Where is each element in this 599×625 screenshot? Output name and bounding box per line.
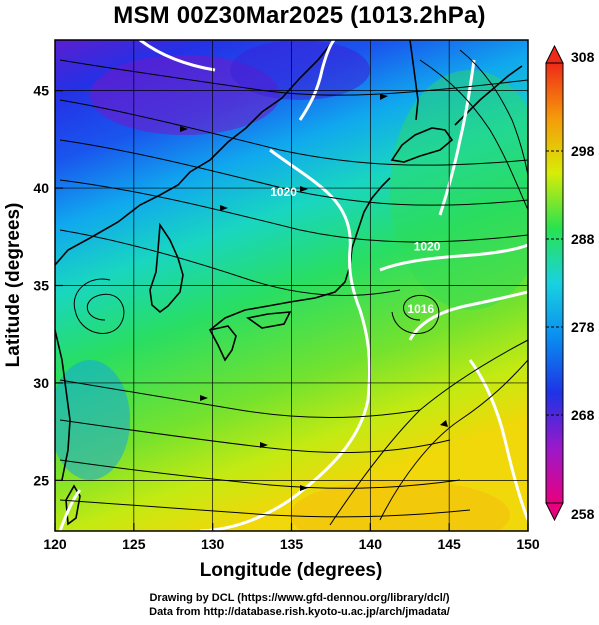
warm-pocket-south [290,480,510,531]
colorbar-label: 288 [571,231,595,247]
streamline [59,229,401,296]
colorbar: 308 298 288 278 268 258 [545,44,595,522]
isobar-north-3 [139,40,216,72]
streamline [59,379,421,418]
arrow [300,186,308,192]
coast-taiwan [65,484,81,526]
streamline [329,339,528,526]
x-tick-label: 120 [43,536,67,552]
arrow [440,420,448,427]
lat-lon-grid [55,40,528,531]
colorbar-ticks: 308 298 288 278 268 258 [546,49,595,522]
arrow [200,395,208,401]
y-tick-label: 25 [33,472,49,488]
coast-japan-kyushu [208,325,237,362]
colorbar-label: 298 [571,143,595,159]
cold-pocket-northeast [230,40,370,100]
isobar-label: 1020 [414,239,441,253]
streamlines [59,49,528,526]
coast-china-east [55,329,71,481]
isobar-north-1 [298,40,336,121]
x-tick-label: 150 [516,536,540,552]
streamline [59,459,461,489]
isobars [58,40,528,531]
x-tick-label: 135 [280,536,304,552]
warm-pocket-east [390,70,528,310]
y-tick-label: 35 [33,278,49,294]
streamline [59,99,528,166]
temperature-field [55,40,528,531]
isobar-label: 1016 [407,302,434,316]
credit-drawing: Drawing by DCL (https://www.gfd-dennou.o… [149,592,450,604]
arrow [220,205,228,211]
x-tick-label: 145 [437,536,461,552]
streamline [59,499,471,518]
streamline [419,59,528,211]
streamline [459,49,528,176]
isobar-north-2 [438,59,476,216]
isobar-1016-south [468,359,528,521]
colorbar-label: 278 [571,319,595,335]
coast-sakhalin [409,40,419,121]
colorbar-min-arrow [545,502,564,522]
cold-pocket-china [55,360,130,480]
arrow [180,126,188,132]
arrow [260,442,268,448]
x-tick-label: 140 [359,536,383,552]
colorbar-fill [545,62,564,504]
streamline [59,139,528,206]
isobar-1016-east [408,290,528,341]
isobar-1020-east [379,243,528,272]
isobar-1020-west [199,148,372,531]
y-axis: 25 30 35 40 45 [33,83,63,488]
isobar-labels: 1020 1020 1016 [270,185,440,316]
isobar-label: 1020 [270,185,297,199]
streamline-vortex-east [391,294,440,334]
y-tick-label: 40 [33,180,49,196]
coast-japan-hokkaido [390,127,454,163]
colorbar-label: 268 [571,407,595,423]
streamline-arrows [180,94,448,491]
y-tick-label: 45 [33,83,49,99]
isobar-sw [58,489,82,531]
x-axis: 120 125 130 135 140 145 150 [43,523,540,552]
coast-korea [149,222,184,314]
x-axis-title: Longitude (degrees) [200,560,383,581]
y-axis-title: Latitude (degrees) [3,203,24,368]
coast-asia-mainland [55,40,335,266]
chart-title: MSM 00Z30Mar2025 (1013.2hPa) [113,2,486,29]
arrow [300,485,308,491]
coast-japan-shikoku [246,311,292,329]
arrow [380,94,388,100]
x-tick-label: 130 [201,536,225,552]
streamline [379,359,528,521]
streamline [59,419,451,454]
credit-data-source: Data from http://database.rish.kyoto-u.a… [149,606,450,618]
colorbar-max-arrow [545,44,564,64]
y-tick-label: 30 [33,375,49,391]
streamline [59,179,528,243]
streamline-vortex-west [73,278,125,334]
x-tick-label: 125 [122,536,146,552]
colorbar-label: 258 [571,506,595,522]
colorbar-label: 308 [571,49,595,65]
